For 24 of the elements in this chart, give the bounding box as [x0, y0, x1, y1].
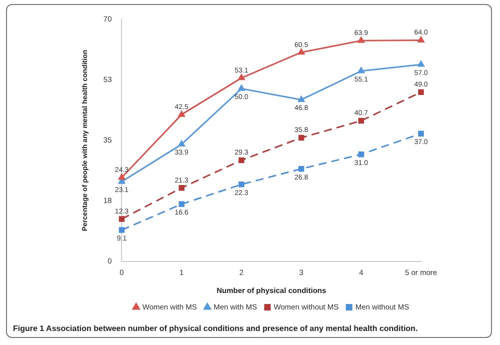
point	[118, 216, 125, 222]
point	[358, 67, 364, 74]
point	[418, 130, 424, 136]
point	[178, 140, 185, 147]
caption: Figure 1 Association between number of physical conditions and presence of any mental health condition.	[13, 324, 418, 333]
point	[238, 157, 244, 164]
point	[358, 118, 364, 124]
point	[298, 96, 305, 102]
point	[418, 36, 424, 42]
point	[238, 84, 245, 91]
point	[418, 60, 424, 67]
point	[298, 48, 305, 55]
point	[358, 151, 364, 158]
point	[238, 74, 245, 80]
point	[358, 36, 364, 43]
point	[298, 166, 304, 172]
point	[178, 184, 184, 191]
point	[418, 89, 424, 95]
point	[118, 174, 126, 180]
point	[178, 110, 185, 117]
point	[238, 182, 244, 188]
point	[118, 227, 125, 233]
point	[298, 134, 304, 141]
point	[178, 201, 184, 207]
